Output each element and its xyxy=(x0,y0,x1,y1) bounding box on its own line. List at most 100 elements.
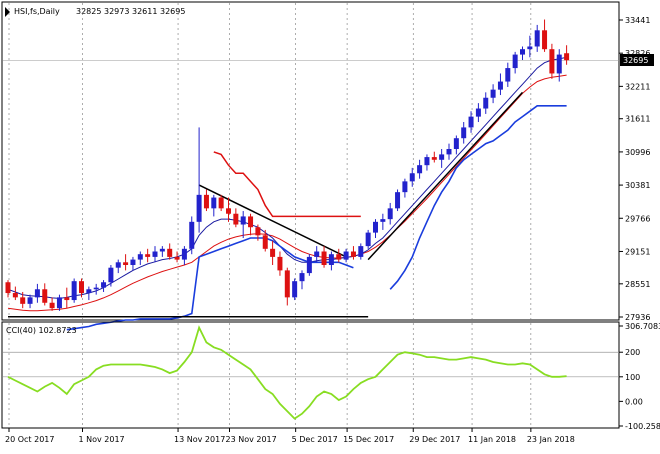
candle-body xyxy=(79,281,84,294)
candle-body xyxy=(34,289,40,298)
candle-body xyxy=(248,216,254,228)
candle-body xyxy=(542,30,548,50)
candle-body xyxy=(365,232,371,247)
price-tick-label: 32211 xyxy=(625,82,650,91)
candle-body xyxy=(358,246,364,257)
candle-body xyxy=(42,289,48,303)
candle-body xyxy=(20,297,26,304)
main-grid xyxy=(3,3,619,427)
candles xyxy=(5,19,570,311)
candle-body xyxy=(439,154,445,160)
collapse-triangle-icon[interactable] xyxy=(5,7,10,17)
candle-body xyxy=(387,208,393,220)
candle-body xyxy=(167,248,173,257)
candle-body xyxy=(380,219,386,222)
candle-body xyxy=(490,89,496,98)
cci-panel xyxy=(1,321,620,429)
candle-body xyxy=(512,54,518,69)
candle-body xyxy=(417,165,423,174)
candle-body xyxy=(233,213,239,225)
candle-body xyxy=(5,282,11,294)
candle-body xyxy=(49,302,55,309)
candle-body xyxy=(549,49,555,74)
candle-body xyxy=(218,197,224,209)
candle-body xyxy=(145,254,151,257)
trendline xyxy=(198,184,347,258)
candle-body xyxy=(115,262,121,268)
candle-body xyxy=(321,251,327,265)
time-tick-label: 23 Jan 2018 xyxy=(527,435,575,444)
candle-body xyxy=(152,251,158,257)
time-axis: 20 Oct 2017 1 Nov 2017 13 Nov 2017 23 Nov 2… xyxy=(5,428,575,444)
candle-body xyxy=(395,192,401,209)
candle-body xyxy=(277,256,283,271)
cci-axis: 306.7083 200 100 0.00 -100.258 xyxy=(619,322,660,431)
candle-body xyxy=(86,289,92,294)
symbol-label: HSI,fs,Daily xyxy=(14,7,60,16)
price-tick-label: 29766 xyxy=(625,214,650,223)
slow-ma-line xyxy=(7,74,567,312)
cci-tick-label: 200 xyxy=(625,348,640,357)
candle-body xyxy=(71,281,77,301)
candle-body xyxy=(564,53,570,61)
main-series xyxy=(7,56,567,331)
time-tick-label: 23 Nov 2017 xyxy=(226,435,277,444)
candle-body xyxy=(181,248,187,260)
cci-series xyxy=(7,325,567,420)
candle-body xyxy=(373,221,378,233)
candle-body xyxy=(27,297,33,304)
candle-body xyxy=(64,297,70,301)
candle-body xyxy=(189,221,195,249)
candle-body xyxy=(159,248,165,252)
cci-tick-label: 306.7083 xyxy=(625,322,660,331)
candle-body xyxy=(255,227,261,236)
candle-body xyxy=(314,251,320,257)
candle-body xyxy=(453,138,459,149)
trendline xyxy=(367,91,524,261)
candle-body xyxy=(556,54,562,74)
candle-body xyxy=(262,235,268,249)
candle-body xyxy=(240,216,246,225)
candle-body xyxy=(101,282,107,288)
time-tick-label: 29 Dec 2017 xyxy=(409,435,460,444)
cci-tick-label: -100.258 xyxy=(625,422,660,431)
candle-body xyxy=(446,148,452,155)
price-tick-label: 28551 xyxy=(625,280,650,289)
cci-label: CCI(40) 102.8723 xyxy=(6,326,77,335)
cci-grid xyxy=(3,351,619,378)
candle-body xyxy=(93,287,99,290)
time-tick-label: 11 Jan 2018 xyxy=(468,435,516,444)
candle-body xyxy=(431,157,437,160)
candle-body xyxy=(497,81,503,90)
candle-body xyxy=(505,68,511,82)
lower-band-line xyxy=(66,105,567,331)
candle-body xyxy=(130,259,136,265)
candle-body xyxy=(343,251,349,260)
candle-body xyxy=(520,49,525,55)
candle-body xyxy=(483,97,489,109)
time-tick-label: 15 Dec 2017 xyxy=(343,435,394,444)
candle-body xyxy=(174,256,180,260)
candle-body xyxy=(137,254,143,260)
current-price-tag: 32695 xyxy=(620,54,654,66)
candle-body xyxy=(299,273,305,282)
candle-body xyxy=(123,262,129,265)
candle-body xyxy=(196,194,202,222)
candle-body xyxy=(270,248,276,257)
fast-ma-line xyxy=(7,56,567,299)
time-tick-label: 13 Nov 2017 xyxy=(174,435,225,444)
cci-tick-label: 100 xyxy=(625,373,640,382)
candle-body xyxy=(203,194,209,209)
time-tick-label: 5 Dec 2017 xyxy=(292,435,338,444)
candle-body xyxy=(328,254,334,265)
candle-body xyxy=(226,208,231,214)
time-tick-label: 1 Nov 2017 xyxy=(79,435,125,444)
cci-line xyxy=(7,325,567,420)
current-price-label: 32695 xyxy=(623,56,648,65)
price-axis: 33441 32826 32211 31611 30996 30381 29766 29151… xyxy=(619,16,650,322)
time-tick-label: 20 Oct 2017 xyxy=(5,435,54,444)
candle-body xyxy=(108,267,114,283)
candle-body xyxy=(211,197,217,209)
